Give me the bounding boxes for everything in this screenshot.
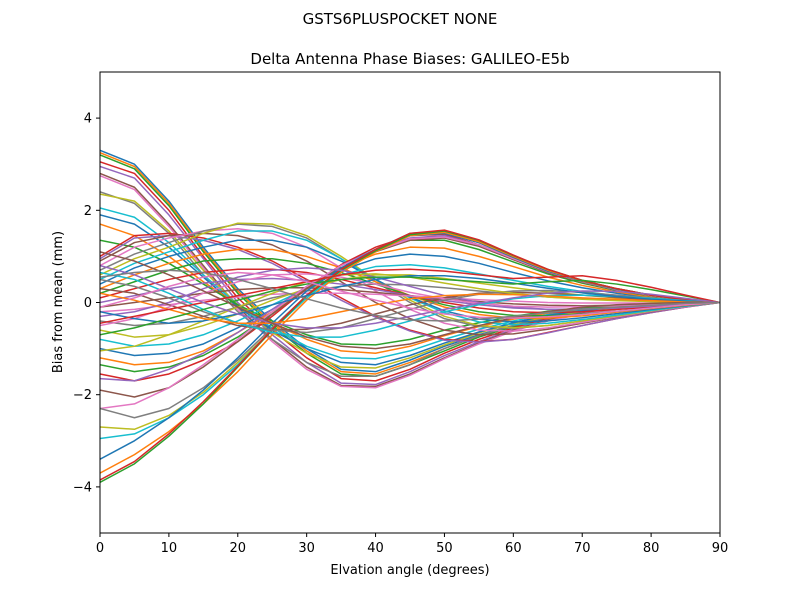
series-line xyxy=(100,273,720,327)
series-group xyxy=(100,149,720,483)
series-line xyxy=(100,230,720,326)
series-line xyxy=(100,271,720,319)
x-tick-label: 20 xyxy=(230,541,247,556)
series-line xyxy=(100,234,720,343)
x-tick-label: 0 xyxy=(96,541,104,556)
chart-title: Delta Antenna Phase Biases: GALILEO-E5b xyxy=(250,50,569,68)
x-axis: 0 10 20 30 40 50 60 70 80 90 xyxy=(96,533,728,556)
y-tick-label: −2 xyxy=(73,388,92,403)
x-tick-label: 60 xyxy=(505,541,522,556)
series-line xyxy=(100,278,720,334)
y-tick-label: 0 xyxy=(84,296,92,311)
series-line xyxy=(100,207,720,360)
series-line xyxy=(100,253,720,357)
series-line xyxy=(100,292,720,324)
x-tick-label: 30 xyxy=(298,541,315,556)
x-axis-label: Elvation angle (degrees) xyxy=(330,563,489,578)
y-axis: −4 −2 0 2 4 xyxy=(73,112,100,495)
x-tick-label: 50 xyxy=(436,541,453,556)
x-tick-label: 40 xyxy=(367,541,384,556)
y-axis-label: Bias from mean (mm) xyxy=(51,231,66,373)
series-line xyxy=(100,149,720,373)
series-line xyxy=(100,239,720,323)
series-line xyxy=(100,264,720,329)
series-line xyxy=(100,229,720,481)
y-tick-label: 2 xyxy=(84,204,92,219)
series-line xyxy=(100,292,720,313)
y-tick-label: 4 xyxy=(84,112,92,127)
series-line xyxy=(100,287,720,331)
chart-suptitle: GSTS6PLUSPOCKET NONE xyxy=(303,10,498,28)
series-line xyxy=(100,276,720,336)
plot-area xyxy=(99,71,721,534)
series-line xyxy=(100,267,720,318)
y-tick-label: −4 xyxy=(73,480,92,495)
x-tick-label: 80 xyxy=(643,541,660,556)
series-line xyxy=(100,222,720,329)
x-tick-label: 10 xyxy=(161,541,178,556)
series-line xyxy=(100,251,720,350)
series-line xyxy=(100,269,720,322)
x-tick-label: 90 xyxy=(712,541,729,556)
series-line xyxy=(100,275,720,324)
series-line xyxy=(100,193,720,369)
x-tick-label: 70 xyxy=(574,541,591,556)
